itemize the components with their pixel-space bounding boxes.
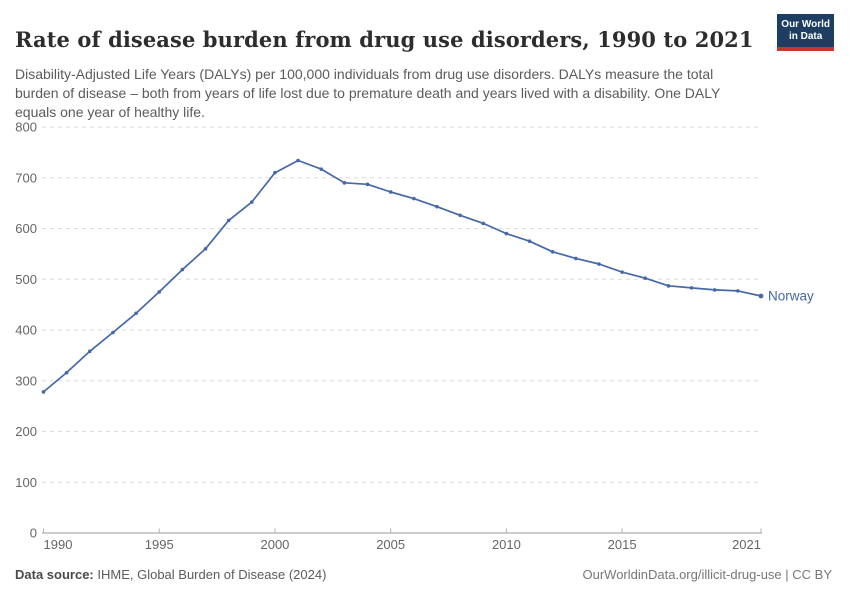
x-tick-label: 2000 [260,537,289,552]
series-line[interactable] [42,159,762,393]
y-tick-label: 800 [15,120,37,135]
data-point[interactable] [87,349,92,354]
data-point[interactable] [597,262,601,266]
data-point[interactable] [736,289,740,293]
data-point[interactable] [435,204,439,209]
data-point[interactable] [111,330,115,335]
y-tick-label: 700 [15,170,37,185]
x-tick-label: 1995 [145,537,174,552]
data-point[interactable] [342,181,347,185]
owid-logo-line1: Our World [781,19,830,30]
data-point[interactable] [157,290,162,294]
data-point[interactable] [296,158,300,163]
data-point[interactable] [273,170,277,175]
data-point[interactable] [134,311,138,316]
chart-footer: Data source: IHME, Global Burden of Dise… [15,567,832,582]
data-point[interactable] [712,288,717,292]
credit-link[interactable]: OurWorldinData.org/illicit-drug-use | CC… [582,567,833,582]
data-point[interactable] [180,267,185,272]
data-point[interactable] [550,250,555,254]
y-tick-label: 100 [15,475,37,490]
data-point[interactable] [458,213,462,218]
data-source-label: Data source: [15,567,94,582]
page-title: Rate of disease burden from drug use dis… [15,27,754,53]
data-point[interactable] [574,256,578,261]
x-tick-label: 2015 [608,537,637,552]
data-point[interactable] [666,284,671,288]
y-tick-label: 300 [15,373,37,388]
data-point[interactable] [643,276,648,281]
data-point[interactable] [758,293,764,299]
data-point[interactable] [64,370,69,375]
data-source: Data source: IHME, Global Burden of Dise… [15,567,326,582]
entity-label: Norway [768,288,814,303]
owid-logo[interactable]: Our World in Data [777,14,834,51]
y-tick-label: 0 [30,526,37,541]
owid-logo-line2: in Data [788,31,823,42]
data-point[interactable] [226,218,231,223]
data-point[interactable] [41,390,46,394]
y-tick-label: 500 [15,272,37,287]
x-tick-label: 2005 [376,537,405,552]
data-point[interactable] [689,286,694,290]
data-point[interactable] [481,221,486,226]
data-point[interactable] [620,270,624,274]
data-point[interactable] [250,200,254,204]
x-tick-label: 1990 [44,537,73,552]
y-tick-label: 400 [15,323,37,338]
data-point[interactable] [319,167,324,171]
chart-subtitle: Disability-Adjusted Life Years (DALYs) p… [15,66,721,120]
data-point[interactable] [203,247,208,251]
data-point[interactable] [527,239,532,243]
data-point[interactable] [504,231,509,236]
data-point[interactable] [365,182,370,187]
x-tick-label: 2010 [492,537,521,552]
y-tick-label: 200 [15,424,37,439]
data-source-text: IHME, Global Burden of Disease (2024) [93,567,327,582]
data-point[interactable] [412,196,416,201]
y-tick-label: 600 [15,221,37,236]
data-point[interactable] [388,190,393,194]
x-tick-label: 2021 [732,537,761,552]
